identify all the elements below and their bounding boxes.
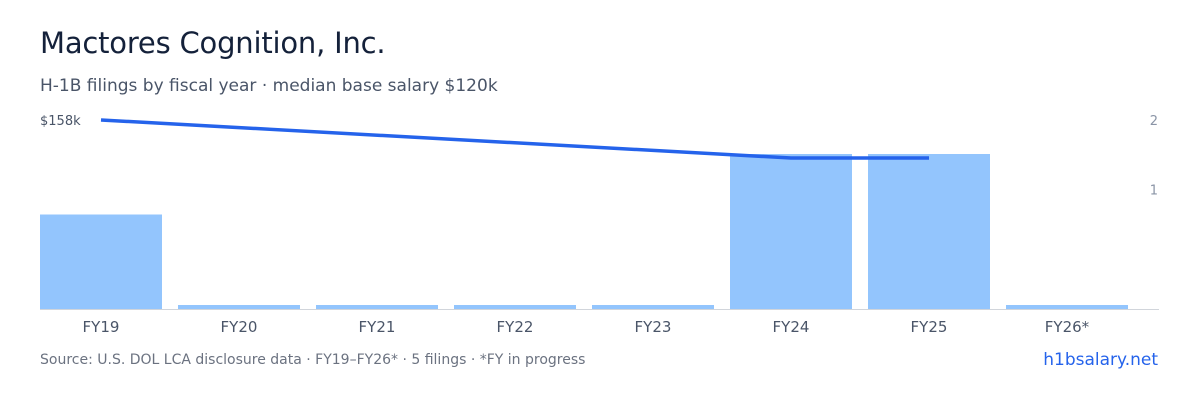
bar-fy24 — [730, 154, 852, 309]
x-tick-label: FY25 — [911, 318, 948, 336]
x-tick-label: FY20 — [221, 318, 258, 336]
right-axis: 12 — [1150, 114, 1158, 199]
bar-fy22 — [454, 305, 576, 309]
x-tick-label: FY24 — [773, 318, 810, 336]
bars-layer — [40, 154, 1128, 309]
line-layer — [100, 118, 930, 160]
x-tick-label: FY21 — [359, 318, 396, 336]
left-axis-label: $158k — [40, 114, 81, 129]
x-tick-label: FY23 — [635, 318, 672, 336]
bar-fy26-partial — [1006, 305, 1128, 309]
chart-subtitle: H-1B filings by fiscal year · median bas… — [40, 76, 498, 96]
x-tick-label: FY22 — [497, 318, 534, 336]
x-tick-label: FY26* — [1045, 318, 1090, 336]
left-axis: $158k — [40, 114, 81, 129]
bar-fy20 — [178, 305, 300, 309]
right-axis-tick: 2 — [1150, 114, 1158, 129]
right-axis-tick: 1 — [1150, 184, 1158, 199]
bar-fy25 — [868, 154, 990, 309]
brand-link[interactable]: h1bsalary.net — [1043, 350, 1158, 370]
bar-fy23 — [592, 305, 714, 309]
chart-title: Mactores Cognition, Inc. — [40, 26, 386, 60]
bar-fy19 — [40, 214, 162, 309]
bar-fy21 — [316, 305, 438, 309]
source-note: Source: U.S. DOL LCA disclosure data · F… — [40, 352, 586, 368]
median-salary-line — [100, 118, 929, 160]
x-tick-label: FY19 — [83, 318, 120, 336]
x-tick-labels: FY19 FY20 FY21 FY22 FY23 FY24 FY25 FY26* — [83, 318, 1090, 336]
